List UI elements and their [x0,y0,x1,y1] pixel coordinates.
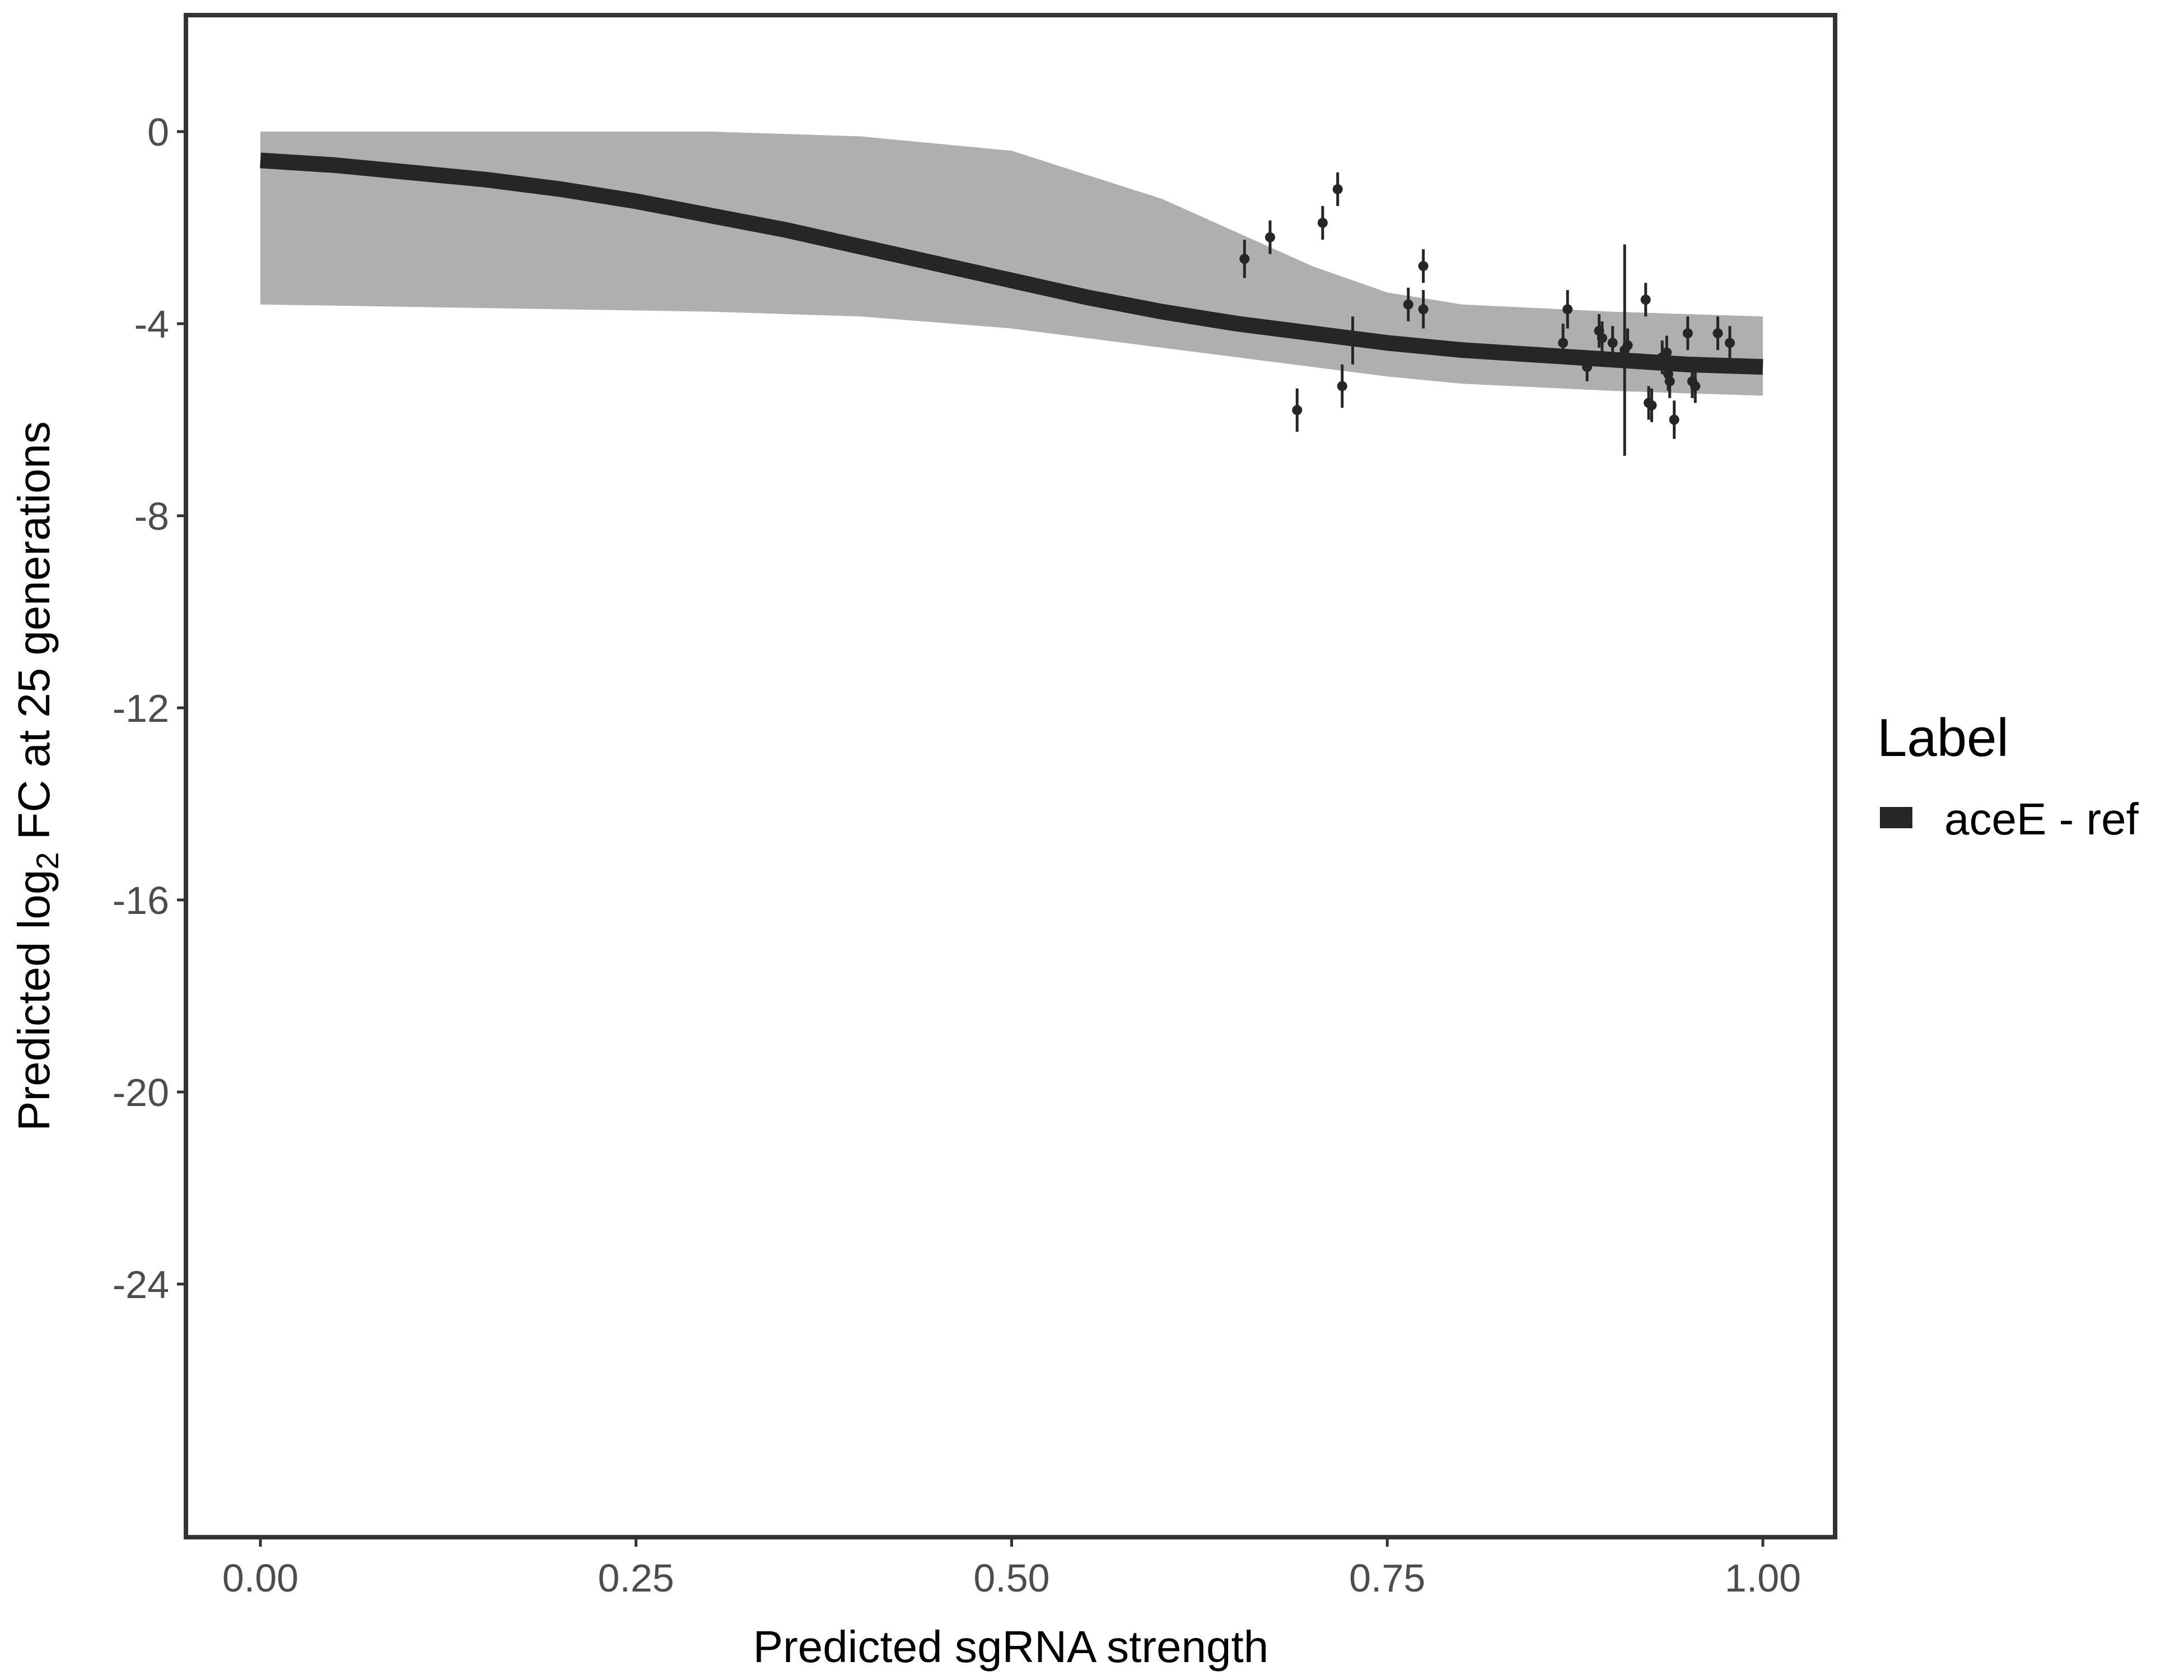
data-point-marker [1558,338,1569,348]
data-point [1690,369,1701,403]
y-tick-label: -8 [134,494,169,538]
y-axis-title-suffix: FC at 25 generations [9,421,59,852]
y-axis-title-log: log [9,870,59,930]
legend-title: Label [1877,708,2009,768]
data-point [1403,287,1413,321]
data-point-marker [1582,362,1593,372]
data-point [1418,249,1429,283]
x-tick-label: 1.00 [1725,1556,1801,1600]
data-point-marker [1682,328,1693,339]
data-point-marker [1562,304,1573,315]
data-point-marker [1347,335,1358,346]
x-axis: 0.00 0.25 0.50 0.75 1.00 [222,1537,1801,1600]
data-point [1712,316,1723,351]
data-point-marker [1646,400,1657,410]
data-point-marker [1317,217,1328,228]
y-tick-label: -16 [113,879,169,922]
data-point-marker [1418,261,1429,272]
data-point-marker [1664,376,1675,386]
data-point-marker [1690,381,1701,391]
data-point [1669,400,1679,439]
data-point-marker [1640,295,1651,305]
data-point [1664,364,1675,398]
legend-key-aceE-ref [1880,807,1912,828]
data-point-marker [1264,232,1275,242]
data-point-marker [1403,299,1413,310]
y-axis: 0 -4 -8 -12 -16 -20 -24 [113,110,186,1306]
y-tick-label: -20 [113,1071,169,1114]
data-point-marker [1332,184,1343,194]
data-point [1347,316,1358,365]
data-point-marker [1607,338,1618,348]
data-points [1239,172,1735,456]
data-point [1562,290,1573,329]
y-axis-title-prefix: Predicted [9,930,59,1131]
data-point-marker [1292,405,1303,416]
x-tick-label: 0.25 [598,1556,674,1600]
data-point [1332,172,1343,206]
x-tick-label: 0.50 [973,1556,1049,1600]
y-tick-label: -4 [134,302,169,346]
y-axis-title: Predicted log2 FC at 25 generations [9,421,65,1131]
data-point-marker [1622,340,1633,351]
data-point [1597,321,1607,355]
y-tick-label: -24 [113,1263,169,1306]
data-point [1317,206,1328,240]
data-point [1640,283,1651,317]
data-point [1724,326,1735,360]
data-point-marker [1597,333,1607,343]
x-axis-title: Predicted sgRNA strength [753,1622,1268,1672]
x-tick-label: 0.00 [222,1556,298,1600]
y-tick-label: 0 [147,110,169,154]
data-point [1264,220,1275,254]
data-point [1292,388,1303,432]
data-point-marker [1418,304,1429,315]
data-point [1622,328,1633,362]
data-point [1418,290,1429,329]
data-point-marker [1669,414,1679,425]
data-point [1337,364,1347,408]
data-point-marker [1337,381,1347,391]
data-point-marker [1239,254,1250,264]
fit-line-layer [260,152,1763,375]
legend-label-aceE-ref: aceE - ref [1944,794,2139,844]
data-point-marker [1712,328,1723,339]
data-point-marker [1662,347,1672,358]
data-point [1239,239,1250,278]
data-point [1682,316,1693,351]
legend: Label aceE - ref [1877,708,2139,844]
data-point [1558,324,1569,362]
data-point [1662,335,1672,370]
y-axis-title-subscript: 2 [30,852,65,870]
data-point [1607,326,1618,360]
x-tick-label: 0.75 [1349,1556,1425,1600]
fit-line-aceE-ref [260,152,1763,375]
y-tick-label: -12 [113,687,169,730]
data-point [1582,352,1593,381]
data-point [1646,388,1657,422]
data-point-marker [1724,338,1735,348]
